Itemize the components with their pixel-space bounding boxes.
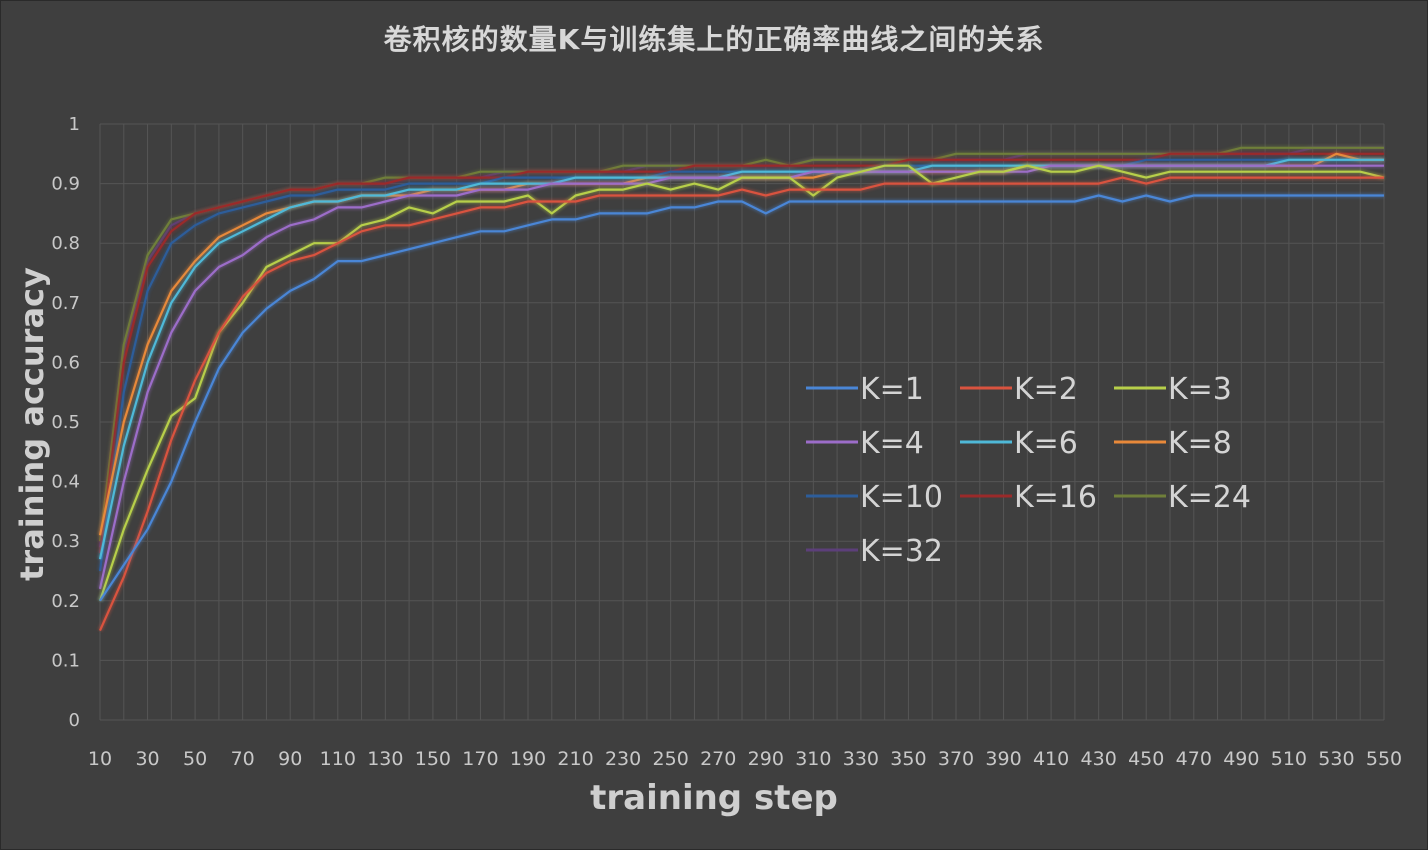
x-tick-label: 10 <box>88 748 112 770</box>
x-tick-label: 150 <box>415 748 451 770</box>
y-tick-label: 0.4 <box>51 472 80 493</box>
series-line <box>98 164 1385 602</box>
x-tick-label: 170 <box>462 748 498 770</box>
y-tick-label: 0.2 <box>51 591 80 612</box>
legend-label: K=4 <box>860 426 924 461</box>
y-tick-label: 0.8 <box>51 233 80 254</box>
x-tick-label: 410 <box>1033 748 1069 770</box>
plot-grid <box>99 123 1385 721</box>
x-tick-label: 310 <box>795 748 831 770</box>
x-tick-label: 450 <box>1128 748 1164 770</box>
legend-label: K=3 <box>1168 372 1232 407</box>
x-tick-label: 490 <box>1223 748 1259 770</box>
x-axis-ticks: 10 30 50 70 90 110 130 150 170 190 210 230 250 270 290… <box>88 748 1402 770</box>
x-tick-label: 330 <box>843 748 879 770</box>
y-axis-ticks: 0 0.1 0.2 0.3 0.4 0.5 0.6 0.7 0.8 0.9 1 <box>51 114 80 731</box>
x-tick-label: 510 <box>1271 748 1307 770</box>
x-tick-label: 130 <box>367 748 403 770</box>
x-axis-label: training step <box>590 778 838 818</box>
legend-label: K=6 <box>1014 426 1078 461</box>
series-lines <box>97 145 1385 632</box>
legend-label: K=16 <box>1014 480 1097 515</box>
x-tick-label: 230 <box>605 748 641 770</box>
x-tick-label: 110 <box>320 748 356 770</box>
y-tick-label: 1 <box>69 114 80 135</box>
series-line <box>98 176 1384 632</box>
x-tick-label: 190 <box>510 748 546 770</box>
x-tick-label: 250 <box>653 748 689 770</box>
legend-label: K=24 <box>1168 480 1251 515</box>
x-tick-label: 530 <box>1318 748 1354 770</box>
x-tick-label: 430 <box>1081 748 1117 770</box>
legend: K=1 K=2 K=3 K=4 K=6 K=8 K=10 K=16 K=24 K=32 <box>806 372 1251 569</box>
x-tick-label: 270 <box>700 748 736 770</box>
x-tick-label: 350 <box>890 748 926 770</box>
x-tick-label: 90 <box>278 748 302 770</box>
legend-label: K=10 <box>860 480 943 515</box>
y-tick-label: 0.1 <box>51 650 80 671</box>
x-tick-label: 50 <box>183 748 207 770</box>
x-tick-label: 290 <box>748 748 784 770</box>
x-tick-label: 390 <box>985 748 1021 770</box>
series-line <box>99 194 1384 602</box>
x-tick-label: 30 <box>135 748 159 770</box>
legend-label: K=1 <box>860 372 924 407</box>
y-tick-label: 0.6 <box>51 352 80 373</box>
y-tick-label: 0.9 <box>51 174 80 195</box>
x-tick-label: 470 <box>1176 748 1212 770</box>
x-tick-label: 370 <box>938 748 974 770</box>
y-tick-label: 0.3 <box>51 531 80 552</box>
series-line <box>98 152 1384 554</box>
chart-title: 卷积核的数量K与训练集上的正确率曲线之间的关系 <box>383 23 1045 56</box>
legend-label: K=8 <box>1168 426 1232 461</box>
y-tick-label: 0.5 <box>51 412 80 433</box>
x-tick-label: 550 <box>1366 748 1402 770</box>
x-tick-label: 70 <box>231 748 255 770</box>
legend-label: K=2 <box>1014 372 1078 407</box>
x-tick-label: 210 <box>557 748 593 770</box>
legend-label: K=32 <box>860 534 943 569</box>
y-tick-label: 0 <box>69 710 80 731</box>
y-tick-label: 0.7 <box>51 293 80 314</box>
